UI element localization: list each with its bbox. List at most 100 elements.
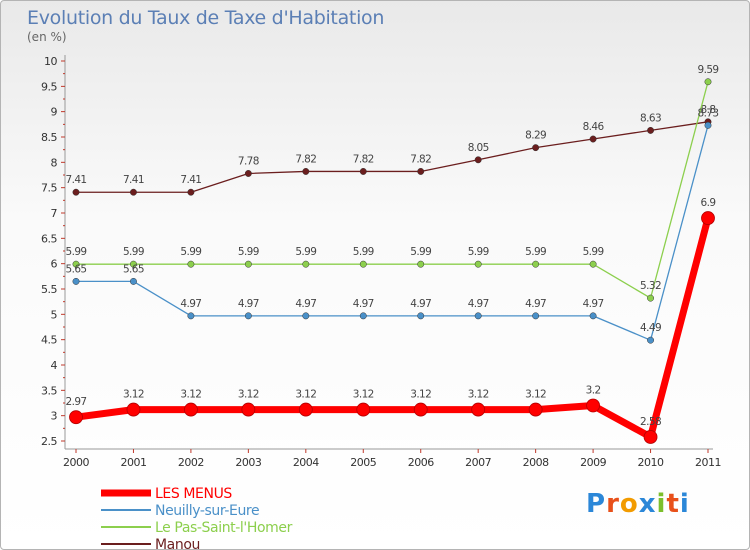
x-tick-label: 2006 [408,456,434,469]
data-point [302,312,310,320]
data-point [647,294,654,302]
data-label: 5.99 [583,246,604,258]
y-tick-label: 8 [51,156,58,169]
data-label: 7.82 [410,153,431,165]
data-label: 3.12 [525,389,546,401]
x-tick-label: 2010 [638,456,664,469]
y-tick-label: 3.5 [41,384,57,397]
data-point [471,402,486,417]
logo-letter: r [606,489,620,519]
legend-label: Le Pas-Saint-l'Homer [155,520,293,536]
y-tick-label: 9.5 [41,80,57,93]
data-point [532,260,540,268]
y-tick-label: 2.5 [41,435,57,448]
data-label: 3.12 [353,389,374,401]
y-tick-label: 7.5 [41,182,57,195]
legend-label: Manou [155,537,200,550]
x-tick-label: 2003 [235,456,261,469]
data-point [244,260,252,268]
data-point [704,78,712,86]
data-label: 7.78 [238,155,259,167]
data-label: 3.12 [180,389,201,401]
data-point [302,260,310,268]
data-label: 2.97 [66,396,87,408]
data-label: 7.41 [66,174,87,186]
series-line [75,124,709,341]
series-line [75,81,709,299]
y-tick-label: 5.5 [41,283,57,296]
series-line [75,121,709,193]
data-label: 7.82 [353,153,374,165]
data-label: 8.46 [583,121,605,133]
x-tick-label: 2007 [465,456,491,469]
data-label: 8.05 [468,142,489,154]
data-label: 7.41 [180,174,201,186]
data-label: 3.12 [123,389,144,401]
data-point [532,312,540,320]
series-le-pas-saint-l-homer: 5.99 5.99 5.99 5.99 5.99 5.99 5.99 5.99 5.99 5.99… [66,64,719,302]
y-tick-label: 3 [51,410,58,423]
y-tick-label: 7 [51,207,58,220]
data-label: 8.29 [525,130,546,142]
data-point [474,312,482,320]
data-label: 8.63 [640,112,661,124]
data-point [184,402,198,417]
y-tick-label: 6.5 [41,232,57,245]
data-point [413,402,428,417]
data-point [359,260,367,268]
data-point [130,188,137,196]
data-label: 5.99 [66,246,87,258]
logo-letter: i [679,489,690,519]
data-point [528,402,543,417]
data-label: 5.99 [525,246,546,258]
data-point [704,121,712,129]
data-point [589,135,597,143]
data-point [359,312,367,320]
logo-letter: i [656,489,667,519]
legend-label: LES MENUS [155,486,232,502]
data-label: 4.97 [353,298,374,310]
x-tick-label: 2004 [293,456,319,469]
data-label: 8.8 [701,104,716,116]
data-label: 3.12 [410,389,431,401]
data-point [72,188,80,196]
y-tick-label: 5 [51,308,58,321]
unit-label: (en %) [27,30,67,44]
data-label: 5.32 [640,280,661,292]
y-tick-label: 10 [44,55,57,68]
data-point [589,312,597,320]
data-point [130,277,137,285]
logo-letter: x [638,489,657,519]
data-label: 3.12 [295,389,316,401]
data-label: 5.99 [180,246,201,258]
data-point [244,170,252,177]
data-label: 6.9 [701,197,716,209]
data-label: 4.97 [238,298,259,310]
proxiti-logo: Proxiti [586,489,690,519]
data-point [356,402,371,417]
data-label: 8.73 [698,107,719,119]
x-tick-label: 2002 [178,456,204,469]
data-point [72,260,80,268]
data-point [474,260,482,268]
x-tick-label: 2001 [120,456,146,469]
data-point [417,168,425,175]
data-point [532,144,540,152]
chart-title: Evolution du Taux de Taxe d'Habitation [27,7,385,29]
data-point [72,277,80,285]
data-label: 5.99 [238,246,259,258]
data-label: 4.97 [468,298,489,310]
data-label: 5.99 [353,246,374,258]
data-label: 5.65 [66,263,87,275]
data-point [474,156,482,164]
y-tick-label: 4 [51,359,58,372]
x-tick-label: 2011 [695,456,721,469]
data-label: 4.97 [525,298,546,310]
data-label: 5.99 [123,246,144,258]
data-point [302,168,310,175]
logo-letter: t [666,489,680,519]
logo-letter: o [619,489,639,519]
y-tick-label: 8.5 [41,131,57,144]
